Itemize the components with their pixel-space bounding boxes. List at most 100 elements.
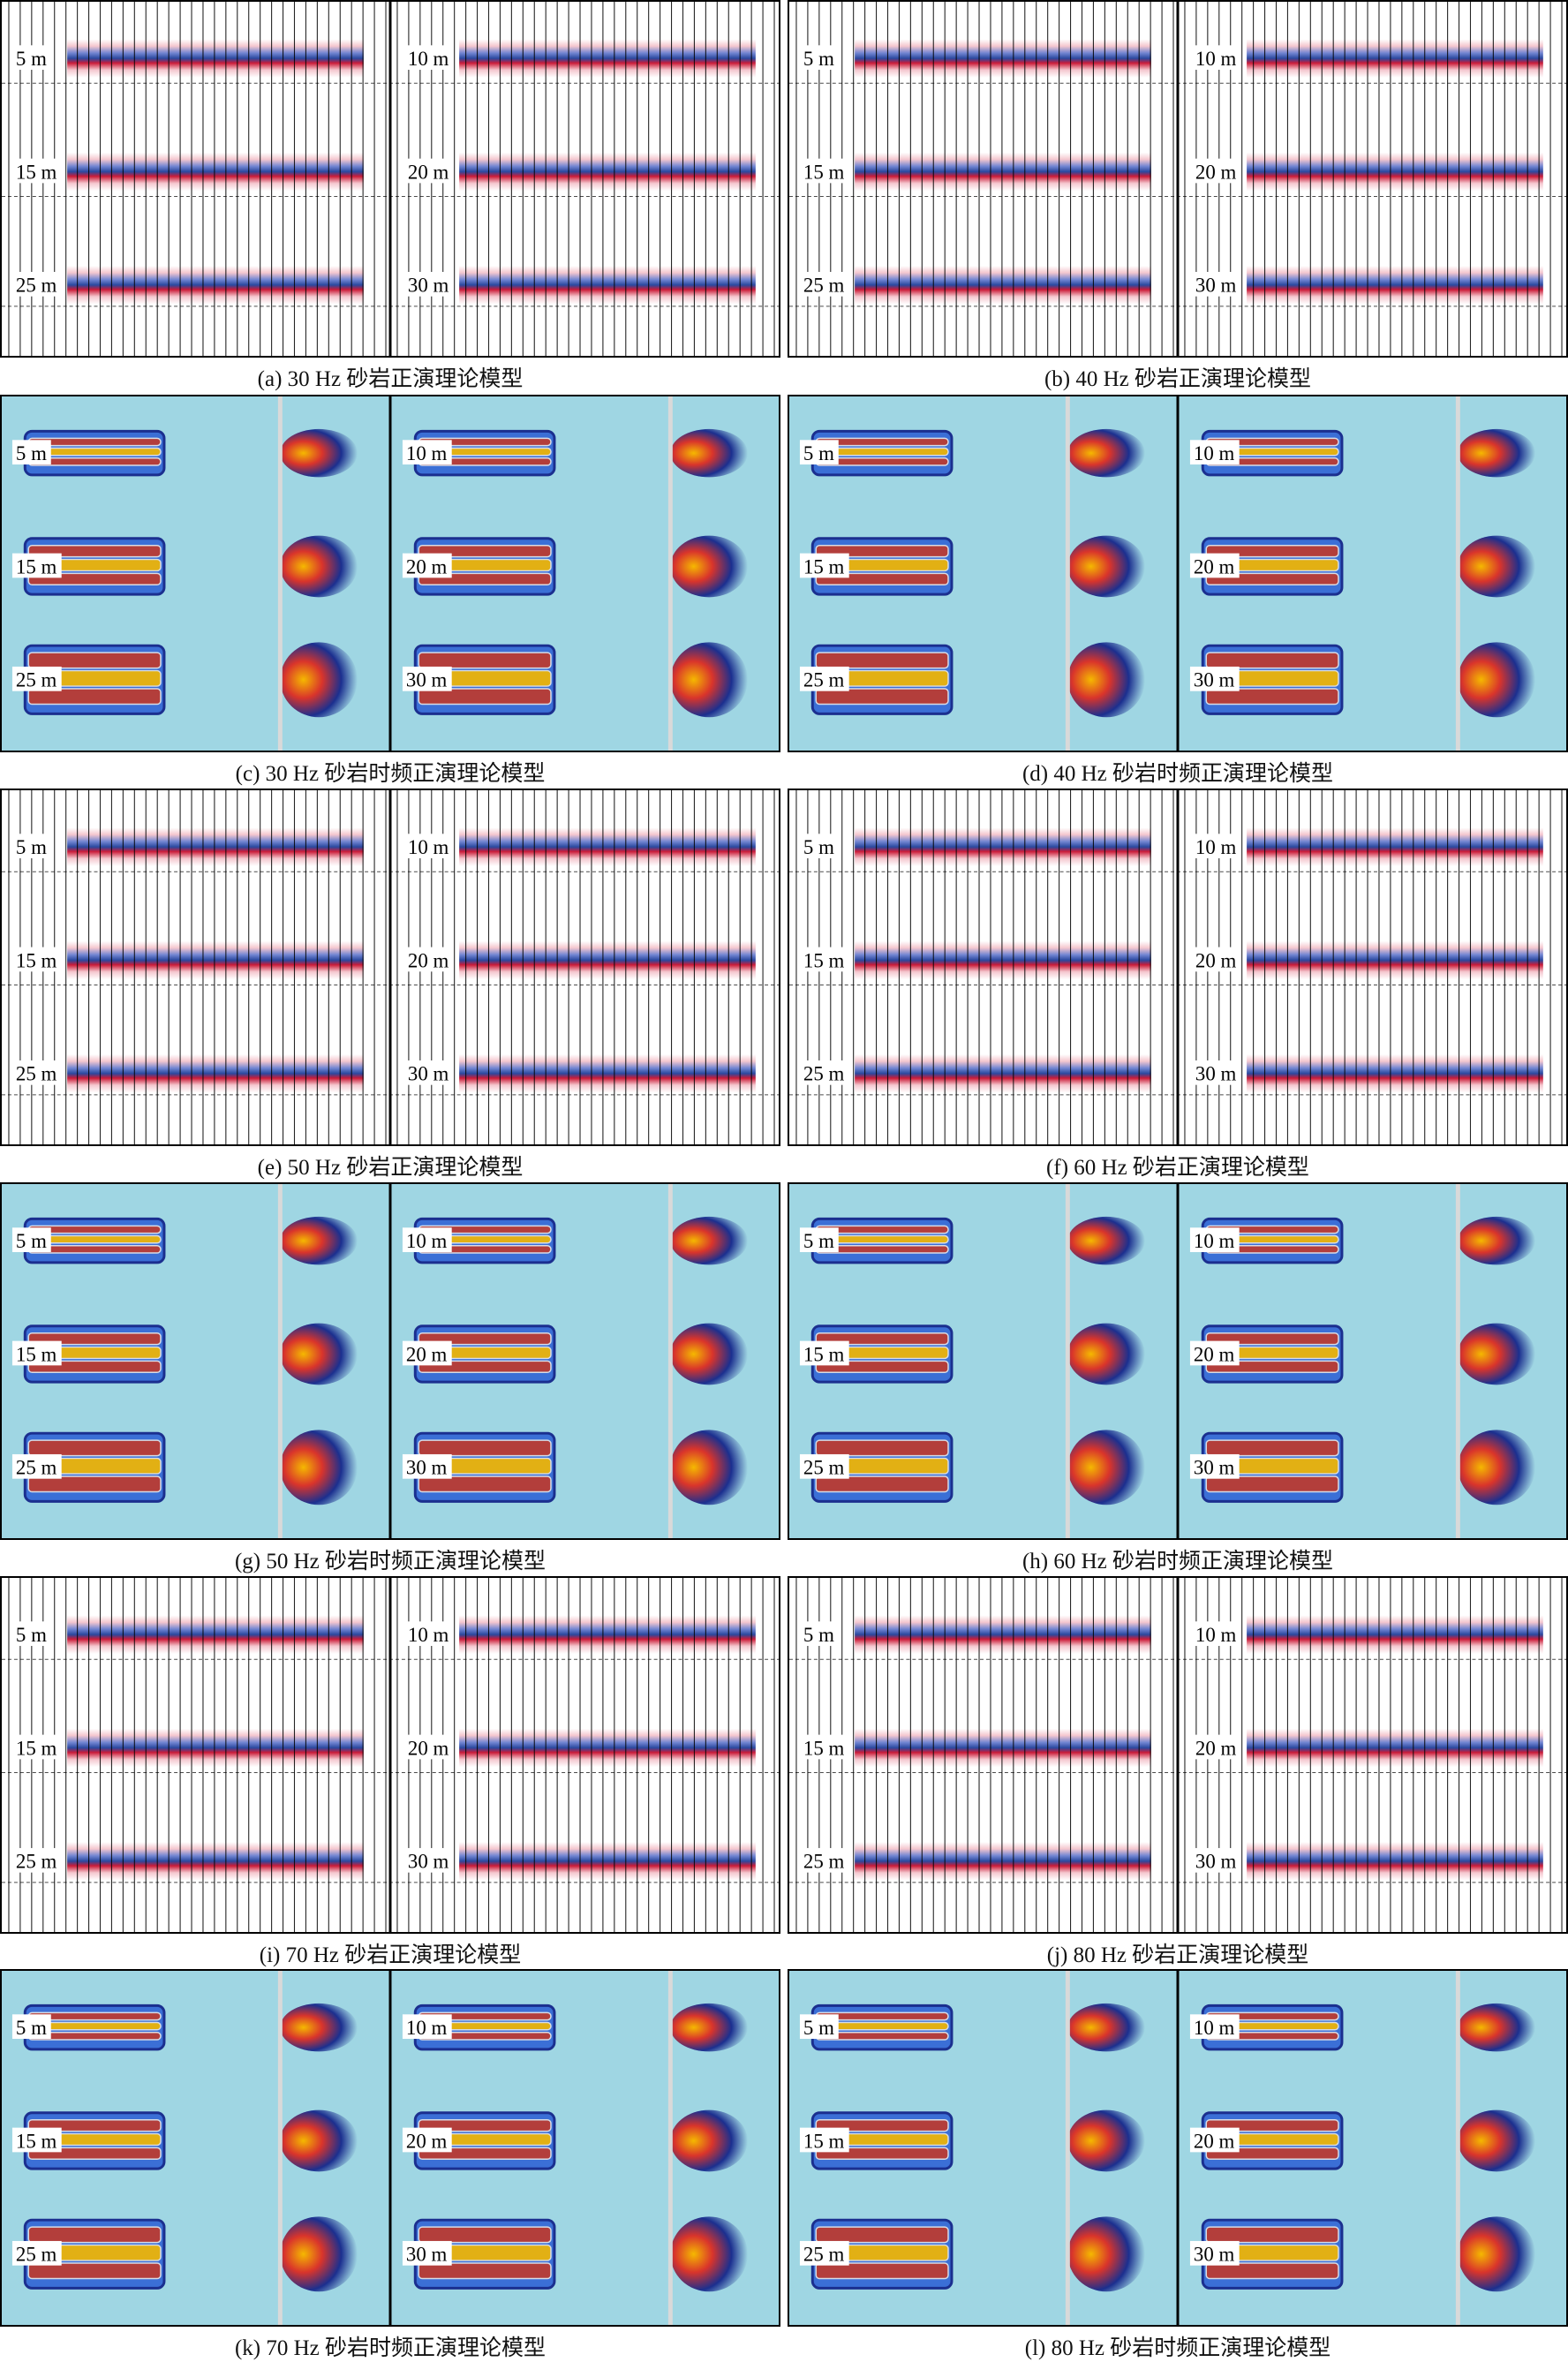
layer-stripe xyxy=(1205,652,1339,669)
reflector-band xyxy=(855,1842,1151,1881)
thickness-label: 30 m xyxy=(406,1457,448,1479)
subfigure-e: 5 m 15 m 25 m 10 m 20 m 30 m xyxy=(0,789,780,1146)
reflector-band xyxy=(459,266,756,305)
spectrum-blob xyxy=(1458,535,1535,598)
spectrum-blob xyxy=(280,642,358,718)
thickness-label: 20 m xyxy=(408,949,449,971)
thickness-label: 20 m xyxy=(1194,2130,1235,2152)
thickness-label-bg xyxy=(11,834,51,859)
thickness-label-bg xyxy=(799,1621,839,1647)
spectrum-blob xyxy=(1067,642,1145,718)
thickness-label: 15 m xyxy=(16,1343,57,1365)
reflector-band xyxy=(855,152,1151,192)
spectrum-blob xyxy=(1458,428,1535,478)
thickness-label: 30 m xyxy=(1195,1851,1237,1873)
thickness-label: 5 m xyxy=(803,442,834,464)
thickness-label-bg xyxy=(799,666,849,691)
thickness-label-bg xyxy=(403,1621,454,1647)
thickness-label: 15 m xyxy=(803,161,845,183)
subfigure-caption: (a) 30 Hz 砂岩正演理论模型 xyxy=(257,367,524,391)
thickness-label: 25 m xyxy=(803,1063,845,1085)
thickness-label: 5 m xyxy=(803,2017,834,2039)
spectrum-blob xyxy=(670,2003,748,2052)
reflector-band xyxy=(1247,266,1543,305)
thickness-label: 20 m xyxy=(1194,1343,1235,1365)
time-frequency-plot: 5 m 15 m 25 m 10 m 20 m 30 m xyxy=(2,1971,779,2325)
reflector-band xyxy=(459,1615,756,1654)
thickness-label: 10 m xyxy=(408,1624,449,1646)
spectrum-blob xyxy=(1067,2109,1145,2172)
thickness-label: 25 m xyxy=(16,669,57,691)
layer-stripe xyxy=(27,688,162,706)
thickness-label-bg xyxy=(11,1621,51,1647)
spectrum-blob xyxy=(670,642,748,718)
thickness-label: 5 m xyxy=(16,1624,47,1646)
spectrum-blob xyxy=(670,1216,748,1265)
spectrum-blob xyxy=(1067,2216,1145,2292)
thickness-label: 15 m xyxy=(803,949,845,971)
thickness-label: 25 m xyxy=(16,1063,57,1085)
thickness-label-bg xyxy=(799,2240,849,2266)
thickness-label: 10 m xyxy=(406,1230,448,1252)
thickness-label: 5 m xyxy=(16,2017,47,2039)
subfigure-caption: (l) 80 Hz 砂岩时频正演理论模型 xyxy=(1024,2336,1331,2360)
subfigure-k: 5 m 15 m 25 m 10 m 20 m 30 m xyxy=(0,1969,780,2327)
layer-stripe xyxy=(815,572,949,586)
thickness-label-bg xyxy=(402,440,452,465)
spectrum-blob xyxy=(1067,535,1145,598)
spectrum-blob xyxy=(670,428,748,478)
time-frequency-plot: 5 m 15 m 25 m 10 m 20 m 30 m xyxy=(2,396,779,751)
thickness-label-bg xyxy=(1191,271,1241,297)
thickness-label: 15 m xyxy=(803,1737,845,1759)
spectrum-blob xyxy=(1067,428,1145,478)
seismic-section-plot: 5 m 15 m 25 m 10 m 20 m 30 m xyxy=(2,1578,779,1932)
thickness-label-bg xyxy=(1191,158,1241,184)
seismic-section-plot: 5 m 15 m 25 m 10 m 20 m 30 m xyxy=(789,790,1566,1144)
thickness-label-bg xyxy=(1191,1060,1241,1085)
subfigure-caption: (b) 40 Hz 砂岩正演理论模型 xyxy=(1044,367,1312,391)
layer-stripe xyxy=(1205,1439,1339,1457)
layer-stripe xyxy=(27,2262,162,2280)
reflector-band xyxy=(459,827,756,866)
layer-stripe xyxy=(1205,2226,1339,2244)
thickness-label-bg xyxy=(1189,666,1240,691)
thickness-label-bg xyxy=(799,1453,849,1479)
spectrum-blob xyxy=(670,2216,748,2292)
reflector-band xyxy=(1247,1728,1543,1768)
layer-stripe xyxy=(815,544,949,558)
thickness-label: 25 m xyxy=(803,669,845,691)
layer-stripe xyxy=(815,688,949,706)
thickness-label-bg xyxy=(403,1847,454,1873)
thickness-label: 20 m xyxy=(408,161,449,183)
spectrum-blob xyxy=(1458,2109,1535,2172)
thickness-label-bg xyxy=(1191,1734,1241,1760)
thickness-label: 20 m xyxy=(1195,1737,1237,1759)
thickness-label: 15 m xyxy=(16,949,57,971)
layer-stripe xyxy=(815,1475,949,1493)
thickness-label: 15 m xyxy=(16,555,57,577)
thickness-label-bg xyxy=(1191,1847,1241,1873)
thickness-label: 10 m xyxy=(1195,1624,1237,1646)
subfigure-b: 5 m 15 m 25 m 10 m 20 m 30 m xyxy=(788,0,1568,358)
spectrum-blob xyxy=(280,1323,358,1385)
seismic-section-plot: 5 m 15 m 25 m 10 m 20 m 30 m xyxy=(2,790,779,1144)
thickness-label-bg xyxy=(402,1340,452,1366)
time-frequency-plot: 5 m 15 m 25 m 10 m 20 m 30 m xyxy=(789,1184,1566,1538)
thickness-label-bg xyxy=(402,666,452,691)
layer-stripe xyxy=(815,2147,949,2161)
thickness-label: 10 m xyxy=(408,48,449,70)
thickness-label-bg xyxy=(1191,947,1241,972)
spectrum-blob xyxy=(1067,1323,1145,1385)
thickness-label: 30 m xyxy=(1194,2244,1235,2266)
spectrum-blob xyxy=(670,1430,748,1505)
reflector-band xyxy=(1247,1054,1543,1093)
thickness-label-bg xyxy=(1189,2240,1240,2266)
thickness-label-bg xyxy=(11,2240,62,2266)
thickness-label-bg xyxy=(799,834,839,859)
spectrum-blob xyxy=(1067,2003,1145,2052)
thickness-label: 15 m xyxy=(16,161,57,183)
thickness-label: 25 m xyxy=(803,1457,845,1479)
subfigure-c: 5 m 15 m 25 m 10 m 20 m 30 m xyxy=(0,395,780,752)
thickness-label-bg xyxy=(11,440,51,465)
thickness-label: 30 m xyxy=(408,1063,449,1085)
